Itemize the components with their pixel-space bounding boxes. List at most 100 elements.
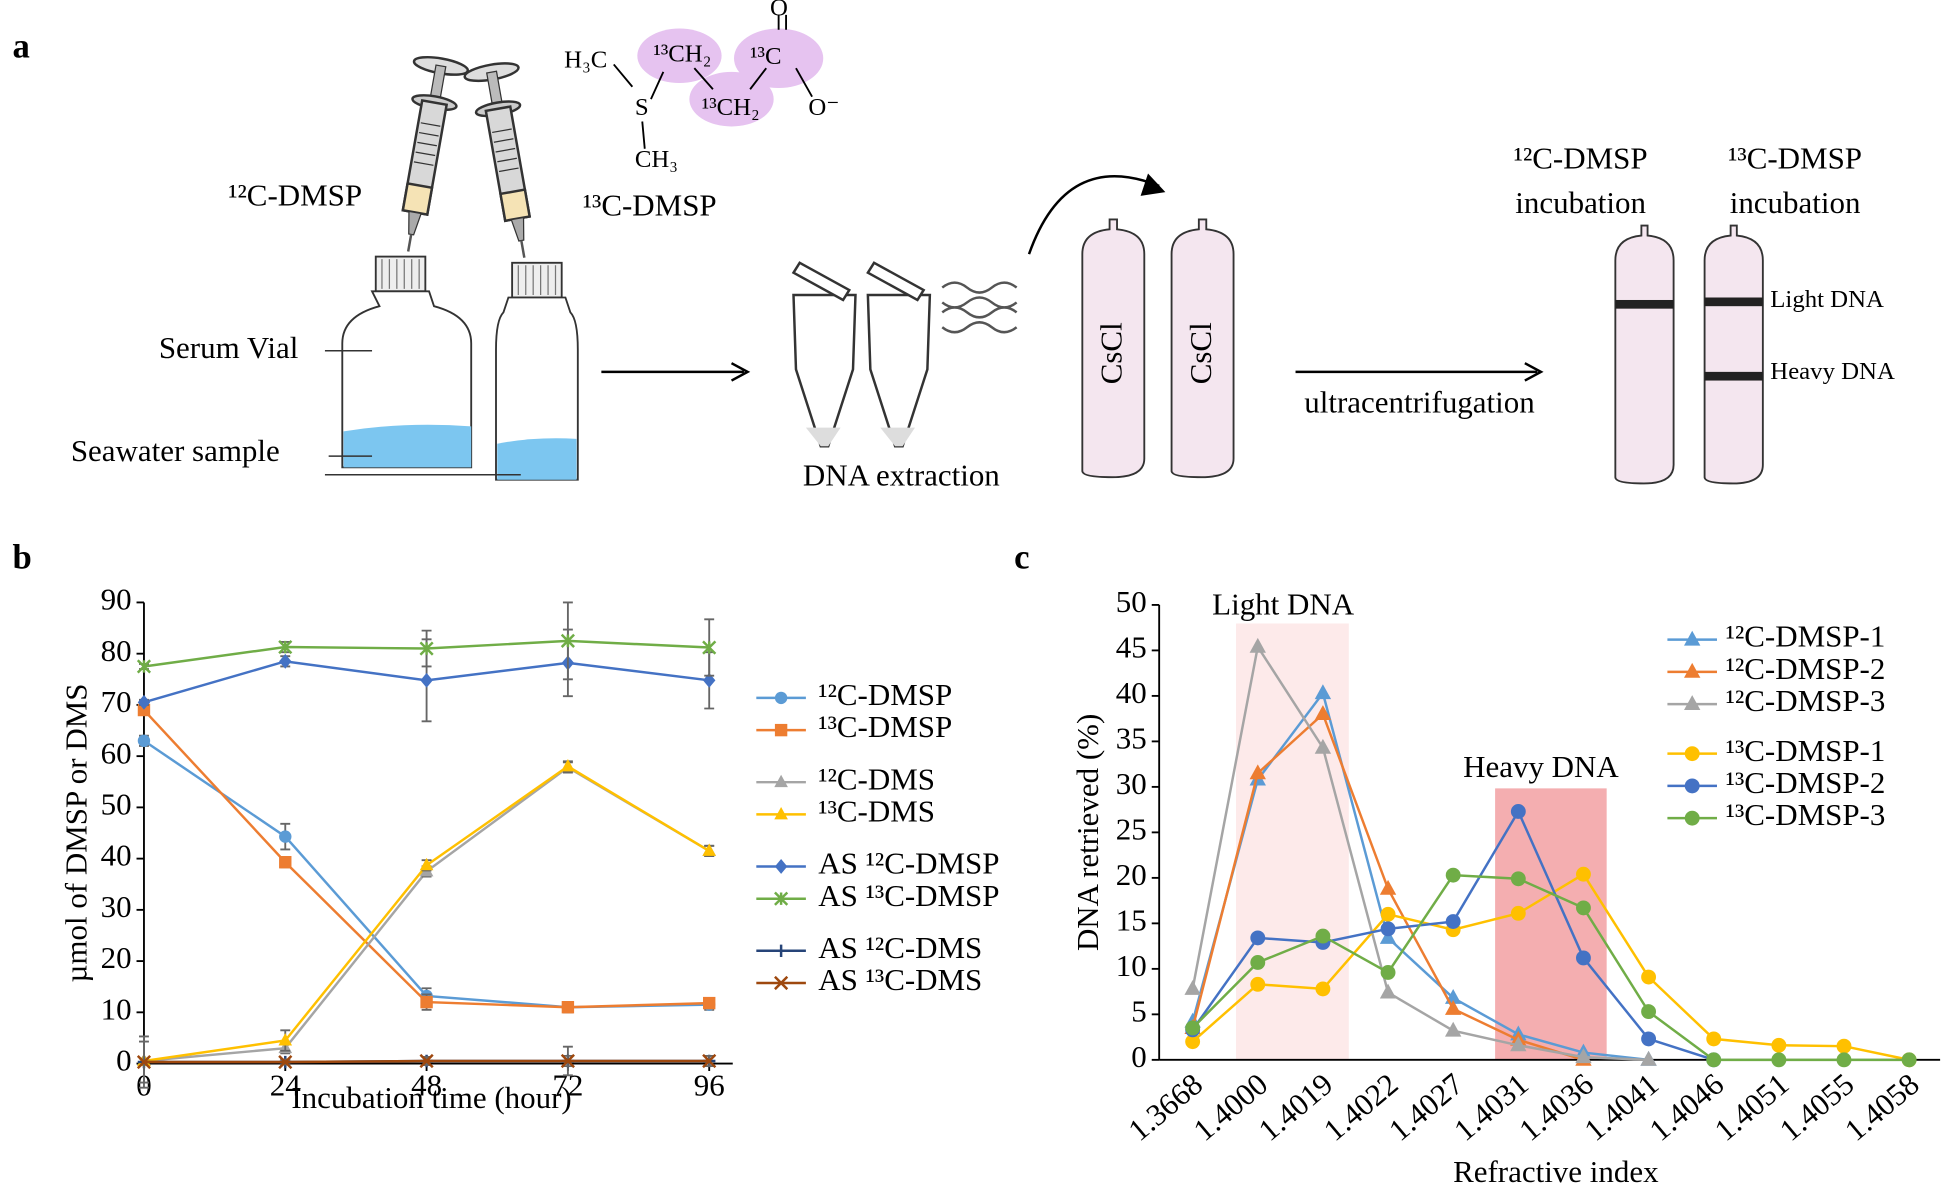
data-point [1445,914,1461,929]
vial [341,255,473,469]
data-point [278,1033,293,1046]
data-point [1445,999,1462,1015]
y-tick-label: 0 [1131,1039,1146,1074]
data-point [703,996,716,1010]
data-point [1315,981,1331,997]
legend-label: ¹³C-DMSP-3 [1726,797,1886,832]
data-point [1510,1036,1527,1052]
data-point [1250,976,1266,992]
tube-title: incubation [1730,185,1861,220]
data-point [420,995,433,1009]
x-tick-label: 24 [270,1067,301,1102]
vial-label: Seawater sample [71,433,280,468]
data-point [1510,804,1526,819]
tube-label: CsCl [1094,322,1129,384]
series-line [1191,690,1649,1062]
data-point [1641,969,1657,985]
data-point [1445,867,1461,883]
vial [495,261,579,481]
data-point [1314,705,1332,721]
atom: H₃C [564,47,607,74]
bond [613,14,813,149]
label-highlight [637,28,722,84]
x-axis-label: Incubation time (hour) [291,1080,571,1115]
y-tick-label: 50 [101,786,132,821]
panel-a: a H₃C S CH₃ ¹³CH₂ ¹³CH₂ ¹³C O O⁻ [13,0,1895,493]
data-point [419,1053,434,1069]
x-tick-label: 1.4031 [1447,1066,1535,1148]
legend-marker [774,859,788,874]
arrow-head [1140,173,1166,196]
x-tick-label: 1.4000 [1187,1066,1275,1148]
data-point [1380,921,1396,937]
atom: O⁻ [808,94,839,121]
data-point [1314,684,1332,700]
x-tick-label: 1.4019 [1252,1066,1340,1148]
heavy-dna-region [1495,788,1607,1060]
result-tube [1614,224,1764,485]
data-point [1641,1031,1657,1047]
x-tick-label: 1.4046 [1642,1066,1730,1148]
data-point [419,857,434,871]
legend-label: ¹³C-DMSP [818,709,952,744]
data-point [1184,979,1201,995]
legend-label: ¹³C-DMSP-1 [1726,733,1886,768]
y-tick-label: 25 [1116,811,1147,846]
tube-title: ¹³C-DMSP [1728,140,1862,175]
atom: ¹³CH₂ [702,94,760,121]
x-tick-label: 1.4041 [1577,1066,1665,1148]
data-point [1380,965,1396,980]
legend-label: ¹²C-DMSP [818,677,952,712]
y-tick-label: 40 [101,838,132,873]
syringe [401,55,470,252]
data-point [1510,871,1526,887]
data-point [420,672,433,688]
data-point [1901,1052,1917,1068]
data-point [1836,1052,1852,1068]
syringe-label: ¹²C-DMSP [228,177,362,212]
data-point [1706,1031,1722,1047]
x-tick-label: 96 [694,1067,725,1102]
y-tick-label: 45 [1116,630,1147,665]
x-tick-label: 1.4051 [1708,1066,1796,1148]
data-point [1379,879,1397,895]
legend-label: ¹³C-DMSP-2 [1726,765,1886,800]
data-point [1641,1004,1657,1020]
panel-label: a [13,27,30,66]
data-point [278,1054,293,1070]
data-point [561,758,575,772]
data-point [1185,1034,1201,1050]
y-tick-label: 30 [101,889,132,924]
data-point [1510,905,1526,921]
dna [941,281,1018,334]
series-line [143,765,710,1063]
atom: S [635,94,649,121]
cscl-tube [1081,218,1235,479]
legend-label: ¹²C-DMSP-1 [1726,619,1886,654]
atom: ¹³C [750,43,781,70]
legend-label: ¹²C-DMSP-3 [1726,683,1886,718]
data-point [136,1054,152,1070]
legend-marker [774,891,789,906]
legend-marker [774,774,788,788]
data-point [137,703,151,717]
data-point [279,856,292,869]
y-tick-label: 0 [116,1043,131,1078]
arrow [1027,175,1160,255]
x-tick-label: 1.3668 [1121,1066,1209,1148]
legend-marker [1684,810,1700,826]
x-tick-label: 1.4027 [1382,1066,1470,1148]
series-line [1191,643,1649,1062]
data-point [1250,955,1266,970]
legend-marker [1684,630,1701,646]
y-tick-label: 10 [101,991,132,1026]
y-tick-label: 50 [1116,584,1147,619]
legend-marker [774,691,788,705]
data-point [561,1001,575,1014]
vial-label: Serum Vial [159,330,299,365]
data-point [702,843,717,856]
legend-label: AS ¹²C-DMSP [818,846,999,881]
data-point [1445,1021,1462,1037]
leader-line [324,350,521,476]
